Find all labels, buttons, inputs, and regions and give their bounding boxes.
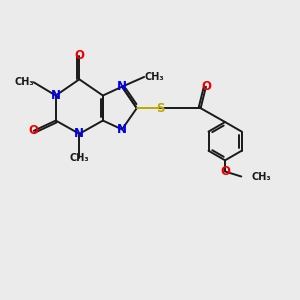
Text: CH₃: CH₃ xyxy=(14,77,34,87)
Text: O: O xyxy=(201,80,211,93)
Text: N: N xyxy=(117,123,127,136)
Text: N: N xyxy=(74,127,84,140)
Text: S: S xyxy=(156,102,165,115)
Text: O: O xyxy=(29,124,39,137)
Text: N: N xyxy=(117,80,127,93)
Text: CH₃: CH₃ xyxy=(70,153,89,163)
Text: N: N xyxy=(51,89,61,102)
Text: CH₃: CH₃ xyxy=(144,72,164,82)
Text: O: O xyxy=(74,49,84,62)
Text: CH₃: CH₃ xyxy=(252,172,271,182)
Text: O: O xyxy=(220,165,230,178)
